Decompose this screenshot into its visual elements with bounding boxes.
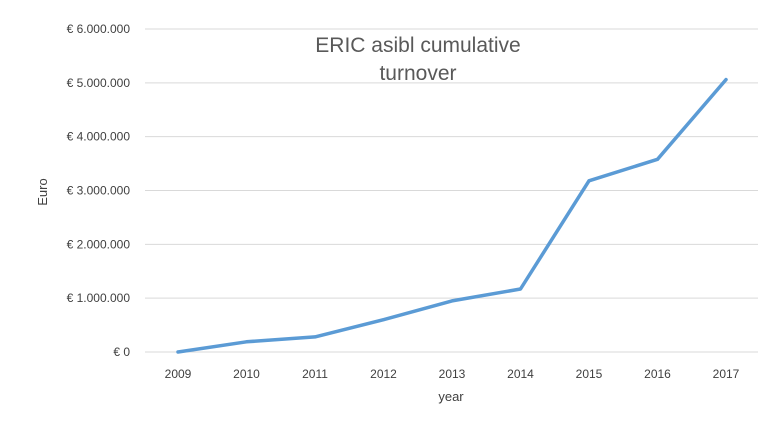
chart-title-line-1: ERIC asibl cumulative <box>315 34 520 57</box>
x-tick-label: 2011 <box>302 367 328 381</box>
y-tick-label: € 5.000.000 <box>67 76 131 90</box>
data-point <box>313 335 317 339</box>
y-axis-tick-labels: € 0 € 1.000.000 € 2.000.000 € 3.000.000 € 4.… <box>67 22 131 359</box>
y-axis-title: Euro <box>35 178 50 205</box>
x-tick-label: 2013 <box>439 367 466 381</box>
y-tick-label: € 1.000.000 <box>67 291 131 305</box>
x-tick-label: 2016 <box>644 367 671 381</box>
x-tick-label: 2017 <box>713 367 740 381</box>
y-tick-label: € 0 <box>113 345 130 359</box>
x-tick-label: 2012 <box>370 367 397 381</box>
data-point <box>450 299 454 303</box>
series-line <box>176 77 728 354</box>
data-point <box>519 287 522 291</box>
data-point <box>656 157 659 161</box>
gridlines <box>145 28 758 353</box>
series-lines <box>176 77 728 354</box>
y-tick-label: € 4.000.000 <box>67 130 131 144</box>
x-tick-label: 2014 <box>507 367 534 381</box>
x-axis-tick-labels: 2009 2010 2011 2012 2013 2014 2015 2016 2017 <box>165 367 740 381</box>
data-point <box>245 340 248 344</box>
chart-title-line-2: turnover <box>379 62 456 85</box>
data-point <box>724 78 728 82</box>
x-tick-label: 2015 <box>576 367 603 381</box>
y-tick-label: € 3.000.000 <box>67 184 131 198</box>
y-tick-label: € 6.000.000 <box>67 22 131 36</box>
x-tick-label: 2009 <box>165 367 192 381</box>
data-point <box>176 350 180 354</box>
x-tick-label: 2010 <box>233 367 260 381</box>
data-point <box>382 318 385 322</box>
y-tick-label: € 2.000.000 <box>67 237 131 251</box>
data-point <box>587 179 591 183</box>
x-axis-title: year <box>438 389 464 404</box>
